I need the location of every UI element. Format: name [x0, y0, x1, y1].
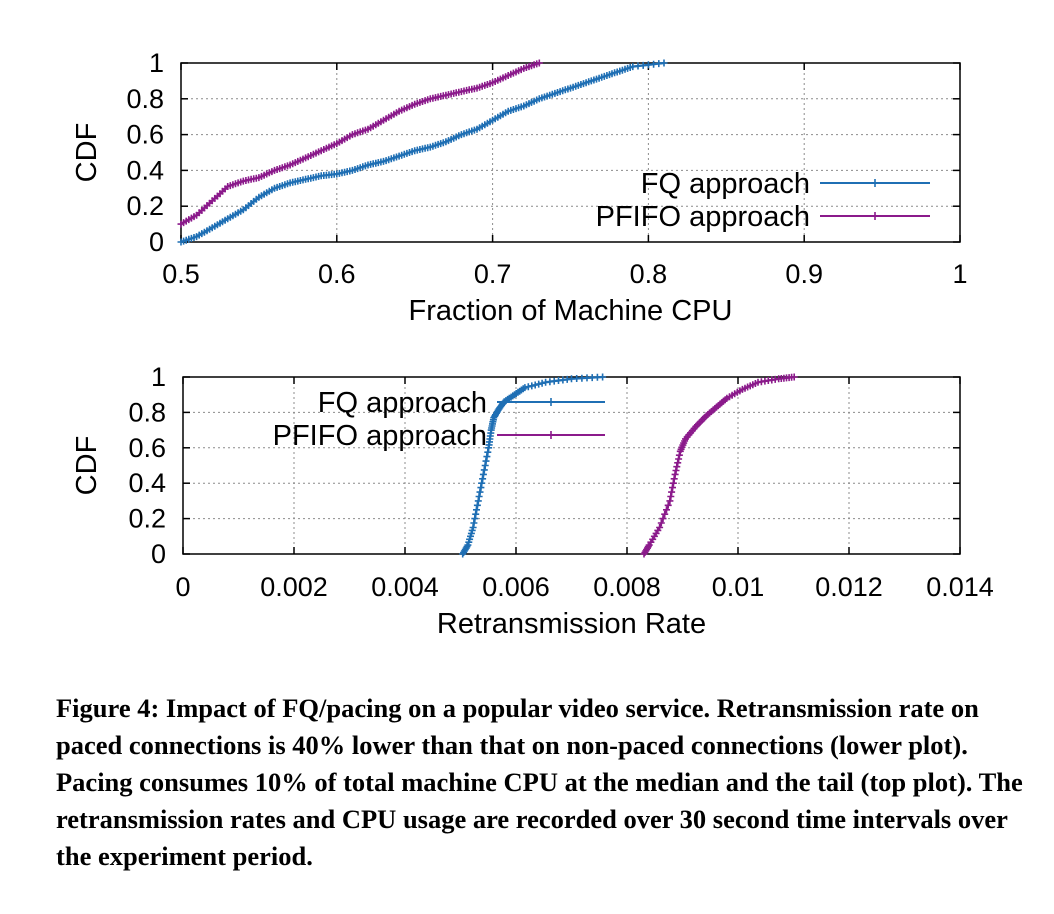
legend-label: FQ approach [318, 387, 487, 419]
series-fq [177, 59, 668, 246]
data-point [521, 384, 529, 392]
y-tick-label: 0 [151, 539, 166, 569]
x-tick-label: 0.002 [260, 572, 328, 602]
data-point [476, 488, 484, 496]
y-tick-label: 1 [151, 362, 166, 392]
x-tick-label: 1 [952, 259, 967, 289]
data-point [671, 470, 679, 478]
data-point [484, 448, 492, 456]
data-point [473, 501, 481, 509]
data-point [538, 379, 546, 387]
data-point [599, 373, 607, 381]
data-point [524, 383, 532, 391]
x-tick-label: 0.01 [712, 572, 765, 602]
y-tick-label: 0.2 [126, 191, 164, 221]
legend-marker [871, 179, 879, 187]
legend-marker [547, 398, 555, 406]
series-pfifo [640, 373, 798, 558]
figure-canvas: 0.5 0.6 0.7 0.8 0.9 1 0 0.2 0.4 0.6 0.8 1 FQ approac… [71, 48, 994, 640]
data-point [673, 463, 681, 471]
data-point [463, 543, 471, 551]
y-axis-label: CDF [71, 436, 103, 496]
data-point [477, 484, 485, 492]
cpu-cdf-chart: 0.5 0.6 0.7 0.8 0.9 1 0 0.2 0.4 0.6 0.8 1 FQ approac… [71, 48, 968, 327]
series-fq [459, 373, 607, 558]
data-point [657, 519, 665, 527]
figure-caption: Figure 4: Impact of FQ/pacing on a popul… [56, 693, 1023, 871]
y-tick-label: 0.4 [126, 155, 164, 185]
x-tick-label: 0.9 [785, 259, 823, 289]
data-point [675, 451, 683, 459]
legend-marker [547, 431, 555, 439]
retransmission-cdf-chart: 0 0.002 0.004 0.006 0.008 0.01 0.012 0.014 0 0.2 0… [71, 362, 994, 640]
x-tick-label: 0.7 [474, 259, 512, 289]
x-tick-label: 0.5 [162, 259, 200, 289]
legend-marker [871, 212, 879, 220]
data-point [656, 524, 664, 531]
data-point [661, 510, 669, 518]
series-pfifo [177, 59, 543, 228]
x-tick-label: 0.014 [926, 572, 994, 602]
data-point [471, 515, 479, 523]
legend-label: FQ approach [641, 168, 810, 200]
legend-label: PFIFO approach [596, 201, 810, 233]
x-tick-label: 0.6 [318, 259, 356, 289]
data-point [666, 497, 674, 505]
data-point [479, 470, 487, 478]
data-point [644, 543, 652, 551]
data-point [475, 493, 483, 500]
data-point [674, 459, 682, 467]
x-tick-label: 0.006 [482, 572, 550, 602]
x-axis-label: Fraction of Machine CPU [409, 295, 733, 327]
y-axis-label: CDF [71, 123, 103, 183]
legend-label: PFIFO approach [273, 420, 487, 452]
y-tick-label: 0.8 [128, 397, 166, 427]
x-axis-label: Retransmission Rate [437, 608, 706, 640]
y-tick-label: 0.2 [128, 504, 166, 534]
data-point [470, 519, 478, 527]
data-point [670, 475, 678, 483]
data-point [483, 453, 491, 461]
data-point [482, 457, 490, 465]
y-tick-label: 1 [149, 48, 164, 78]
y-tick-label: 0 [149, 227, 164, 257]
data-point [531, 381, 539, 389]
data-point [478, 479, 486, 487]
x-tick-label: 0 [175, 572, 190, 602]
data-point [528, 382, 536, 390]
data-point [669, 484, 676, 492]
data-point [664, 501, 672, 509]
data-point [480, 466, 488, 474]
x-tick-label: 0.004 [371, 572, 439, 602]
y-tick-label: 0.6 [126, 120, 164, 150]
x-tick-label: 0.008 [593, 572, 661, 602]
x-tick-label: 0.8 [630, 259, 668, 289]
series-line [180, 61, 665, 244]
plot-frame [182, 376, 961, 555]
data-point [659, 515, 667, 523]
y-tick-label: 0.4 [128, 468, 166, 498]
data-point [473, 506, 480, 514]
data-point [535, 59, 543, 67]
data-point [535, 380, 543, 388]
data-point [663, 506, 670, 514]
data-point [675, 455, 683, 463]
x-tick-label: 0.012 [815, 572, 883, 602]
data-point [660, 59, 668, 67]
plot-frame [180, 62, 961, 243]
data-point [790, 373, 798, 381]
data-point [668, 488, 676, 496]
y-tick-label: 0.6 [128, 433, 166, 463]
data-point [474, 497, 482, 505]
y-tick-label: 0.8 [126, 84, 164, 114]
